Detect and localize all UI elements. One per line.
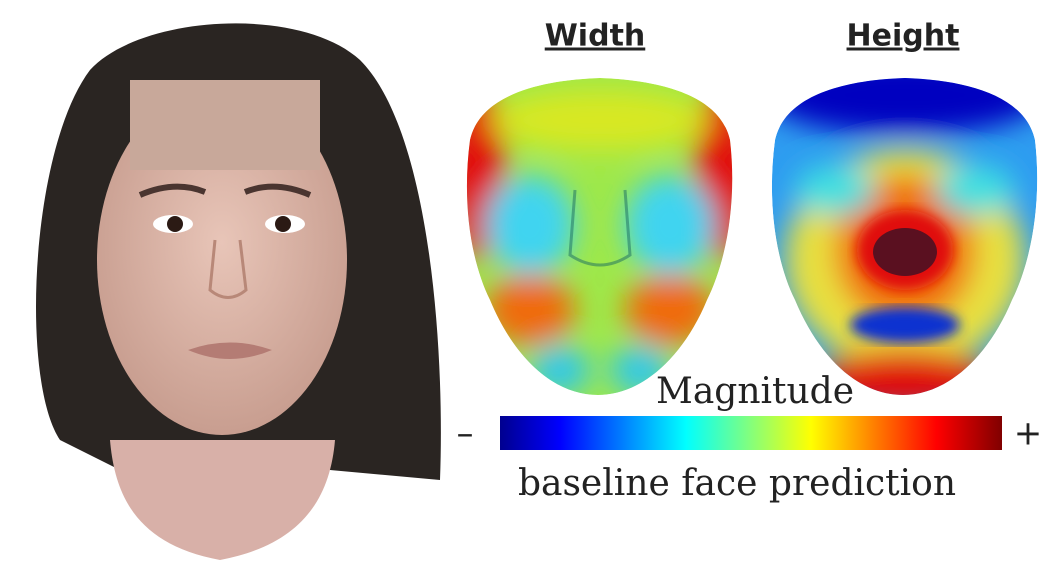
colorbar-min-label: – <box>457 414 474 454</box>
height-heatmap <box>771 78 1038 395</box>
colorbar-title: Magnitude <box>656 371 854 412</box>
panel-title: Height <box>847 19 960 54</box>
portrait-photo <box>36 23 441 560</box>
width-heatmap <box>466 78 733 395</box>
caption: baseline face prediction <box>518 463 956 504</box>
colorbar-max-label: + <box>1014 414 1043 454</box>
panel-title: Width <box>545 19 646 54</box>
colorbar <box>500 416 1002 450</box>
